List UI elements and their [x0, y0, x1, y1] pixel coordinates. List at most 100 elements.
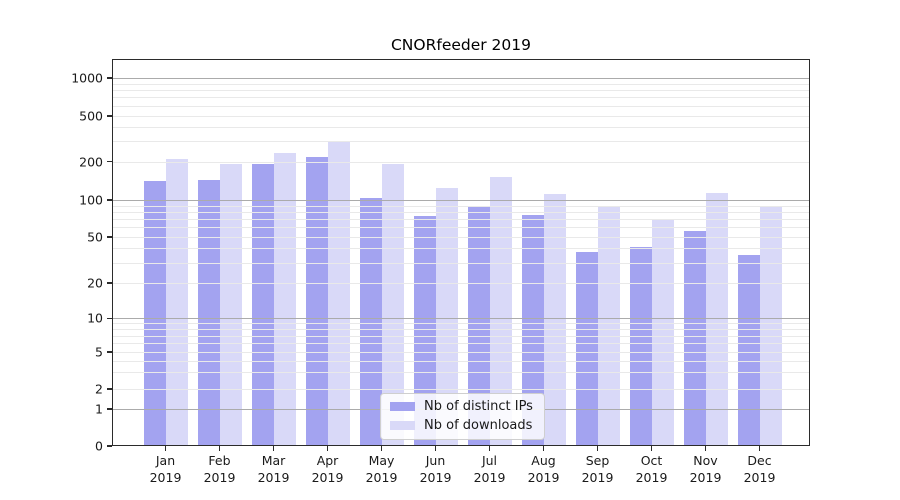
legend-item-distinct-ips: Nb of distinct IPs — [390, 399, 533, 414]
x-axis-label-apr: Apr 2019 — [311, 453, 344, 485]
legend-swatch-distinct-ips — [390, 402, 415, 411]
legend: Nb of distinct IPs Nb of downloads — [380, 393, 545, 440]
x-axis-label-oct: Oct 2019 — [635, 453, 668, 485]
bar-mar-distinct-ips — [251, 164, 274, 446]
bar-jun-downloads — [435, 187, 458, 446]
minor-gridline — [112, 83, 810, 85]
minor-gridline — [112, 323, 810, 325]
minor-gridline — [112, 248, 810, 249]
legend-label-distinct-ips: Nb of distinct IPs — [424, 399, 533, 414]
y-tick — [107, 160, 112, 163]
bar-sep-downloads — [597, 205, 620, 446]
bar-apr-distinct-ips — [305, 156, 328, 446]
bar-oct-distinct-ips — [629, 246, 652, 446]
chart-title: CNORfeeder 2019 — [390, 36, 532, 54]
x-axis-label-feb: Feb 2019 — [203, 453, 236, 485]
bar-jul-distinct-ips — [467, 207, 490, 446]
x-axis-label-jan: Jan 2019 — [149, 453, 182, 485]
major-gridline — [112, 200, 810, 202]
legend-label-downloads: Nb of downloads — [424, 418, 533, 433]
x-axis-label-mar: Mar 2019 — [257, 453, 290, 485]
minor-gridline — [112, 218, 810, 220]
minor-gridline — [112, 329, 810, 331]
y-tick — [107, 388, 112, 390]
minor-gridline — [112, 343, 810, 344]
x-tick — [326, 446, 329, 451]
x-tick — [650, 446, 653, 451]
bar-sep-distinct-ips — [575, 252, 598, 446]
y-axis-label-0: 0 — [95, 438, 103, 454]
y-axis-label-2: 2 — [95, 381, 103, 397]
y-tick — [107, 236, 112, 238]
legend-swatch-downloads — [390, 421, 415, 430]
x-tick — [218, 446, 221, 451]
minor-gridline — [112, 161, 810, 163]
y-axis-label-5: 5 — [95, 344, 103, 360]
minor-gridline — [112, 227, 810, 229]
y-tick — [107, 351, 112, 353]
y-axis-label-1000: 1000 — [71, 70, 103, 86]
x-tick — [704, 446, 707, 451]
bar-may-downloads — [381, 164, 404, 446]
y-tick — [107, 77, 112, 79]
y-tick — [107, 317, 112, 320]
y-axis-label-500: 500 — [79, 108, 103, 124]
x-axis-label-may: May 2019 — [365, 453, 398, 485]
minor-gridline — [112, 372, 810, 374]
x-tick — [488, 446, 491, 451]
y-tick — [107, 115, 112, 117]
x-tick — [434, 446, 437, 451]
bar-jul-downloads — [489, 176, 512, 446]
minor-gridline — [112, 262, 810, 264]
bar-jun-distinct-ips — [413, 216, 436, 446]
bar-aug-downloads — [543, 193, 566, 446]
bar-feb-distinct-ips — [197, 180, 220, 446]
x-tick — [380, 446, 383, 451]
y-axis-label-100: 100 — [79, 192, 103, 208]
bar-may-distinct-ips — [359, 198, 382, 446]
bar-apr-downloads — [327, 140, 350, 446]
bar-dec-downloads — [759, 205, 782, 446]
minor-gridline — [112, 127, 810, 128]
minor-gridline — [112, 205, 810, 207]
minor-gridline — [112, 351, 810, 353]
bar-dec-distinct-ips — [737, 254, 760, 446]
minor-gridline — [112, 211, 810, 213]
legend-item-downloads: Nb of downloads — [390, 418, 533, 433]
bar-oct-downloads — [651, 218, 674, 446]
x-axis-label-nov: Nov 2019 — [689, 453, 722, 485]
bar-nov-distinct-ips — [683, 230, 706, 446]
y-axis-label-50: 50 — [87, 229, 103, 245]
bar-nov-downloads — [705, 193, 728, 446]
minor-gridline — [112, 141, 810, 143]
minor-gridline — [112, 388, 810, 390]
y-tick — [107, 445, 112, 447]
x-tick — [164, 446, 167, 451]
minor-gridline — [112, 360, 810, 362]
minor-gridline — [112, 115, 810, 117]
y-tick — [107, 199, 112, 201]
bar-aug-distinct-ips — [521, 214, 544, 446]
minor-gridline — [112, 283, 810, 285]
bar-mar-downloads — [273, 152, 296, 446]
y-axis-label-1: 1 — [95, 401, 103, 417]
x-axis-label-dec: Dec 2019 — [743, 453, 776, 485]
major-gridline — [112, 77, 810, 79]
minor-gridline — [112, 236, 810, 238]
bar-feb-downloads — [219, 164, 242, 446]
x-tick — [272, 446, 275, 451]
x-axis-label-sep: Sep 2019 — [581, 453, 614, 485]
x-tick — [758, 446, 761, 451]
bar-jan-distinct-ips — [143, 181, 166, 446]
x-tick — [542, 446, 545, 451]
minor-gridline — [112, 97, 810, 99]
x-tick — [596, 446, 599, 451]
plot-canvas — [112, 59, 810, 446]
minor-gridline — [112, 105, 810, 107]
plot-area — [112, 59, 810, 446]
major-gridline — [112, 318, 810, 320]
y-tick — [107, 282, 112, 284]
bar-jan-downloads — [165, 159, 188, 446]
y-axis-label-20: 20 — [87, 275, 103, 291]
